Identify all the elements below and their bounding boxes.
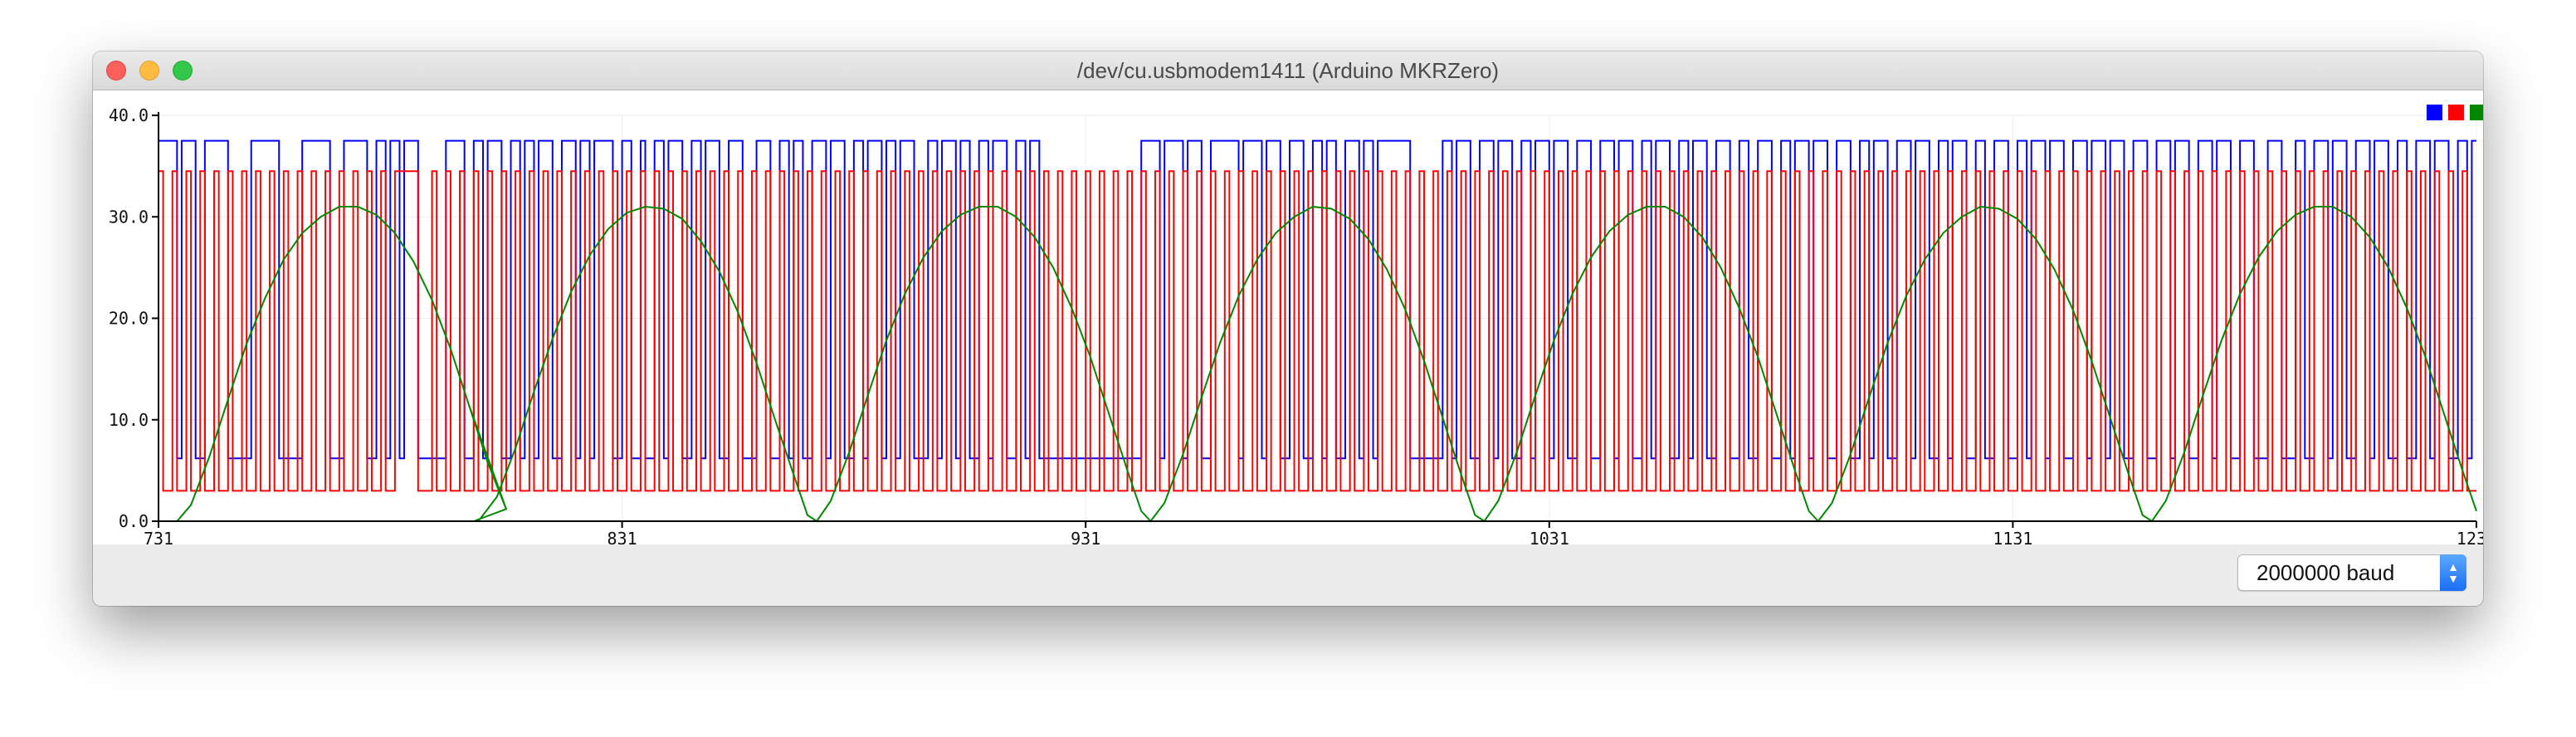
title-bar[interactable]: /dev/cu.usbmodem1411 (Arduino MKRZero) [93,51,2483,90]
x-tick-label-1: 831 [607,529,637,544]
select-arrows-icon: ▲ ▼ [2440,554,2466,591]
series-line-2 [159,205,2477,523]
baud-rate-select[interactable]: 2000000 baud ▲ ▼ [2237,554,2466,591]
x-tick-label-5: 1231 [2456,529,2483,544]
series-line-0 [159,139,2476,460]
y-tick-label-1: 10.0 [109,410,149,430]
x-tick-label-0: 731 [144,529,173,544]
plot-area: 0.0 10.0 20.0 30.0 40.0 731 831 931 1031 1131 1231 [93,90,2483,544]
minimize-window-button[interactable] [139,61,159,81]
arrow-up-icon: ▲ [2447,560,2459,573]
serial-plotter-window: /dev/cu.usbmodem1411 (Arduino MKRZero) 0… [93,51,2483,606]
y-tick-label-4: 40.0 [109,105,149,125]
legend-swatch-1 [2448,105,2464,120]
x-tick-label-3: 1031 [1530,529,1569,544]
y-tick-label-0: 0.0 [119,511,149,531]
serial-plot: 0.0 10.0 20.0 30.0 40.0 731 831 931 1031 1131 1231 [109,105,2483,544]
x-tick-label-2: 931 [1071,529,1100,544]
baud-rate-value: 2000000 baud [2256,560,2395,585]
y-tick-label-2: 20.0 [109,309,149,329]
window-title: /dev/cu.usbmodem1411 (Arduino MKRZero) [1076,58,1500,83]
zoom-window-button[interactable] [173,61,193,81]
series-line-1 [159,170,2476,492]
x-tick-label-4: 1131 [1993,529,2032,544]
close-window-button[interactable] [106,61,126,81]
legend-swatch-2 [2470,105,2483,120]
legend-swatch-0 [2427,105,2442,120]
arrow-down-icon: ▼ [2447,572,2459,585]
y-tick-label-3: 30.0 [109,207,149,227]
